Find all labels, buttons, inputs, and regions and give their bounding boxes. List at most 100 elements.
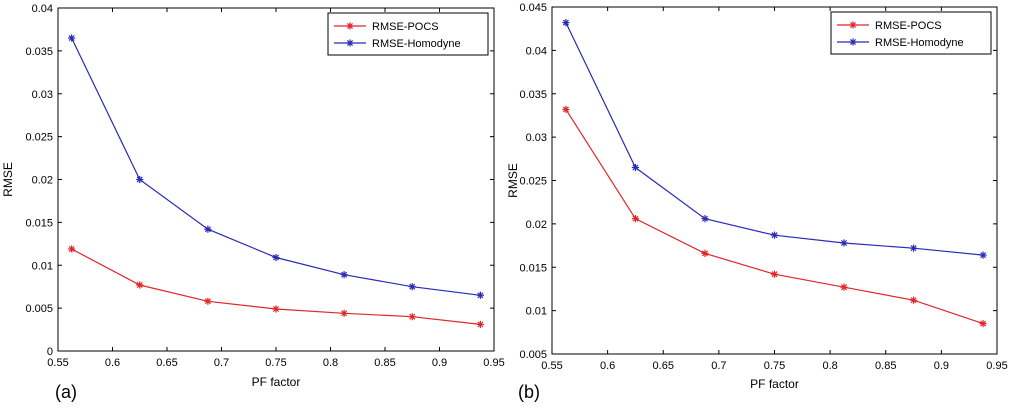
x-tick-label: 0.6 [600,360,615,372]
data-point-homodyne-stroke-d2 [562,19,569,26]
y-tick-label: 0.04 [526,45,547,57]
data-point-pocs-stroke-d2 [910,297,917,304]
data-point-pocs-stroke-d2 [771,271,778,278]
x-tick-label: 0.7 [711,360,726,372]
legend-swatch-marker-stroke-d2 [849,21,857,29]
chart-panel-a: 0.55 0.6 0.65 0.7 0.75 0.8 0.85 0.9 0.95 0 0.005 0.… [1,3,505,402]
data-point-pocs-stroke-d2 [409,313,416,320]
data-point-homodyne [770,231,779,239]
data-point-pocs-stroke-d2 [68,245,75,252]
x-tick-label: 0.65 [653,360,674,372]
data-point-homodyne-stroke-d2 [136,176,143,183]
x-tick-label: 0.8 [822,360,837,372]
data-point-pocs [272,305,280,313]
data-point-pocs [770,270,779,278]
data-point-pocs-stroke-d2 [477,321,484,328]
data-point-homodyne [909,244,918,252]
data-point-homodyne [204,225,212,233]
legend-entry-label: RMSE-POCS [875,20,942,32]
y-axis-label: RMSE [1,162,15,197]
x-tick-label: 0.85 [875,360,896,372]
data-point-homodyne [136,175,144,184]
plot-area [57,7,495,352]
x-tick-label: 0.55 [541,360,562,372]
legend-entry-label: RMSE-POCS [372,21,439,33]
y-tick-label: 0.02 [32,175,53,187]
data-point-pocs [840,283,848,291]
y-tick-label: 0.04 [32,3,53,15]
data-point-pocs-stroke-d2 [841,284,848,291]
data-point-homodyne [340,271,348,279]
chart-panel-b: 0.55 0.6 0.65 0.7 0.75 0.8 0.85 0.9 0.95 0.005 0.0… [506,2,1008,402]
x-tick-label: 0.7 [214,357,229,369]
data-point-pocs-stroke-d2 [136,281,143,288]
data-point-pocs-stroke-d2 [272,305,280,312]
data-point-homodyne [476,291,484,299]
x-tick-label: 0.9 [934,360,949,372]
data-point-pocs [408,313,416,321]
data-point-homodyne [68,34,76,42]
data-point-homodyne-stroke-d2 [841,239,848,246]
data-point-homodyne [631,163,640,172]
y-tick-label: 0.035 [519,89,547,101]
data-point-homodyne-stroke-d2 [272,254,280,261]
y-tick-label: 0.015 [519,262,547,274]
legend-entry-label: RMSE-Homodyne [875,37,964,49]
y-tick-label: 0.005 [519,349,547,361]
data-point-homodyne-stroke-d2 [910,245,917,252]
legend-box [327,12,489,56]
data-point-pocs-stroke-d2 [980,320,987,327]
data-point-pocs-stroke-d2 [562,106,569,113]
data-point-pocs [136,281,144,289]
data-point-pocs-stroke-d2 [701,250,708,257]
x-tick-label: 0.6 [105,357,120,369]
data-point-pocs [909,296,918,304]
x-axis-label: PF factor [750,377,799,391]
legend-swatch-marker-stroke-d2 [346,22,354,30]
legend-swatch-marker [849,38,857,46]
x-tick-label: 0.8 [323,357,338,369]
data-point-homodyne [701,215,709,223]
legend: RMSE-POCS RMSE-Homodyne [830,11,992,55]
legend-box [830,11,992,55]
data-point-homodyne-stroke-d2 [341,271,348,278]
y-axis-label: RMSE [506,163,520,198]
data-point-pocs [701,249,709,257]
legend-swatch-marker [346,39,354,47]
data-point-pocs-stroke-d2 [204,298,211,305]
y-tick-label: 0 [47,346,53,358]
y-tick-label: 0.025 [25,132,53,144]
x-tick-label: 0.85 [374,357,395,369]
data-point-homodyne [272,253,280,262]
y-tick-label: 0.025 [519,176,547,188]
data-point-pocs [476,320,484,329]
x-tick-label: 0.95 [986,360,1007,372]
x-tick-label: 0.75 [764,360,785,372]
y-tick-label: 0.01 [32,260,53,272]
data-point-pocs [631,215,640,223]
data-point-pocs-stroke-d2 [632,215,639,222]
data-point-homodyne-stroke-d2 [771,232,778,239]
data-point-pocs [562,105,570,113]
x-tick-label: 0.9 [432,357,447,369]
y-tick-label: 0.015 [25,217,53,229]
legend: RMSE-POCS RMSE-Homodyne [327,12,489,56]
y-tick-label: 0.03 [32,89,53,101]
data-point-pocs [979,320,987,328]
x-tick-label: 0.75 [265,357,286,369]
y-tick-label: 0.005 [25,303,53,315]
x-tick-label: 0.55 [47,357,68,369]
data-point-homodyne-stroke-d2 [980,252,987,259]
data-point-homodyne [840,239,848,247]
legend-swatch-marker [849,21,857,29]
data-point-homodyne-stroke-d2 [204,226,211,233]
data-point-homodyne [562,19,570,27]
x-tick-label: 0.95 [483,357,504,369]
legend-entry-label: RMSE-Homodyne [372,38,461,50]
panel-label: (b) [518,382,540,402]
y-tick-label: 0.02 [526,219,547,231]
y-tick-label: 0.03 [526,132,547,144]
panel-label: (a) [55,382,77,402]
y-tick-label: 0.035 [25,46,53,58]
